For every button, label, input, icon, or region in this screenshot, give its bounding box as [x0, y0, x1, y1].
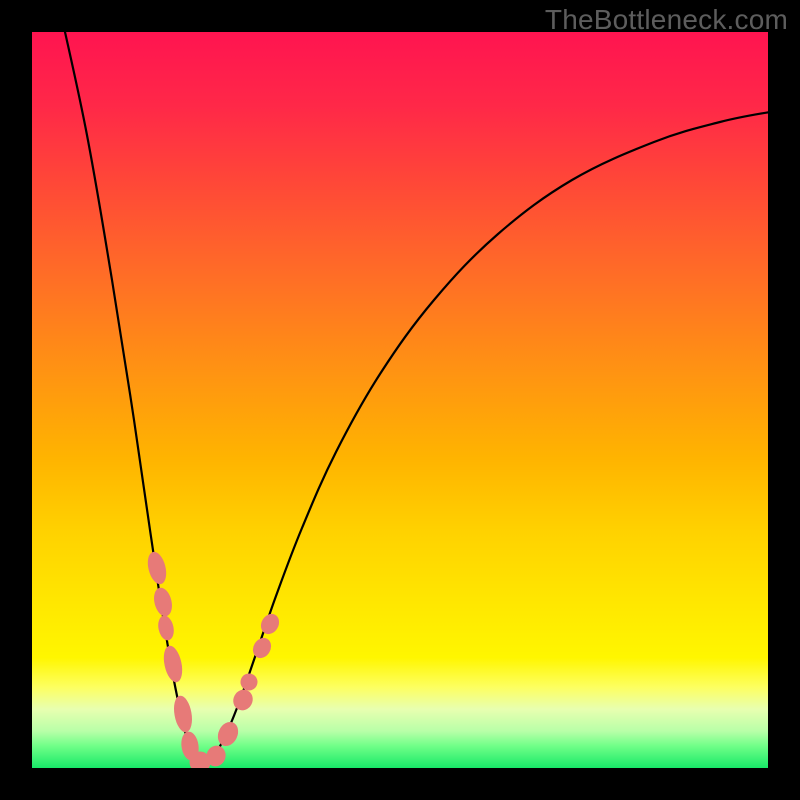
plot-background — [32, 32, 768, 768]
chart-stage: TheBottleneck.com — [0, 0, 800, 800]
plot-area — [32, 0, 800, 772]
watermark-text: TheBottleneck.com — [545, 4, 788, 36]
chart-svg — [0, 0, 800, 800]
